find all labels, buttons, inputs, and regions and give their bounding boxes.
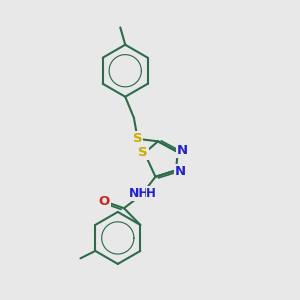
Text: NH: NH bbox=[128, 187, 149, 200]
Text: N: N bbox=[175, 165, 186, 178]
Text: N: N bbox=[177, 144, 188, 157]
Text: S: S bbox=[133, 132, 142, 146]
Text: O: O bbox=[99, 194, 110, 208]
Text: H: H bbox=[146, 187, 156, 200]
Text: S: S bbox=[139, 146, 148, 159]
